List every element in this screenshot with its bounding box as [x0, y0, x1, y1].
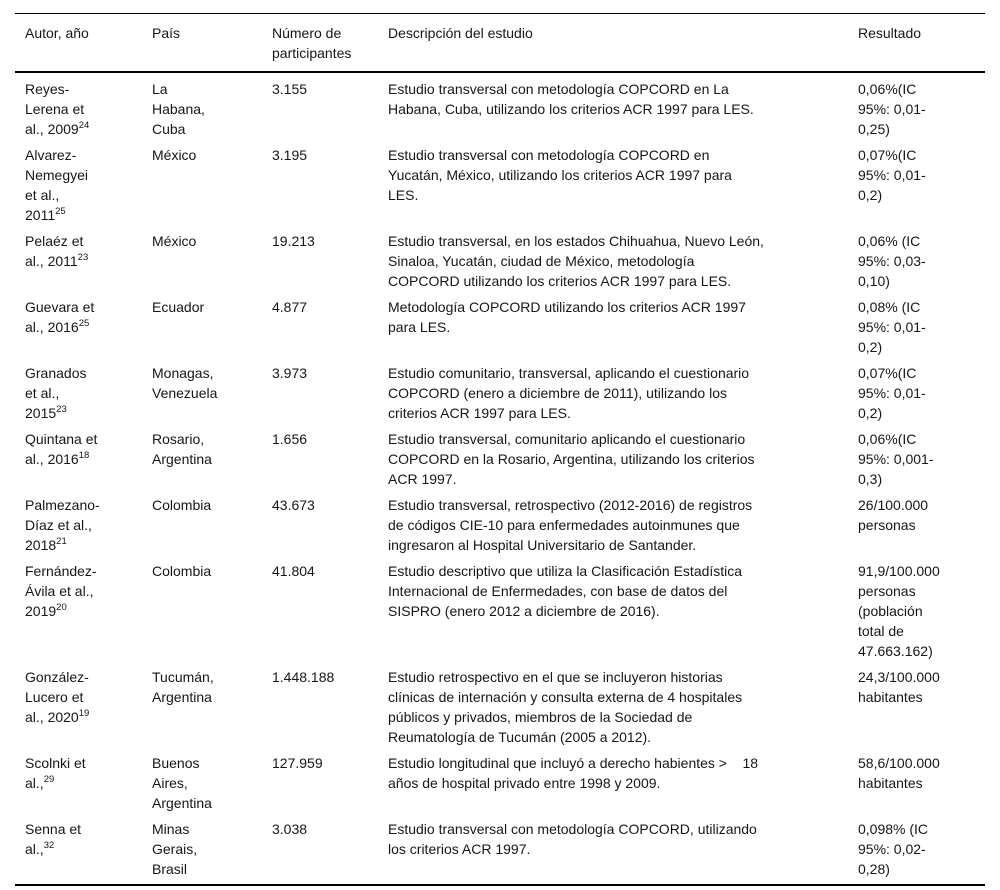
- reference-superscript: 21: [56, 535, 67, 547]
- author-text: Fernández- Ávila et al., 2019: [25, 563, 97, 619]
- table-row: Scolnki et al.,29 Buenos Aires, Argentin…: [15, 747, 985, 813]
- table-row: Senna et al.,32 Minas Gerais, Brasil 3.0…: [15, 813, 985, 885]
- country-cell: Tucumán, Argentina: [152, 669, 214, 705]
- participants-cell: 4.877: [272, 299, 308, 315]
- description-cell: Estudio descriptivo que utiliza la Clasi…: [388, 563, 743, 619]
- studies-table: Autor, año País Número de participantes …: [15, 13, 985, 886]
- author-cell: Quintana et al., 201618: [15, 423, 152, 489]
- column-header-country: País: [152, 13, 272, 73]
- reference-superscript: 29: [43, 773, 55, 785]
- participants-cell: 3.038: [272, 821, 308, 837]
- author-text: Granados et al., 2015: [25, 365, 87, 421]
- author-text: Pelaéz et al., 2011: [25, 233, 84, 269]
- author-cell: Pelaéz et al., 201123: [15, 225, 152, 291]
- table-row: Reyes- Lerena et al., 200924 La Habana, …: [15, 72, 985, 139]
- result-cell: 58,6/100.000 habitantes: [858, 755, 940, 791]
- participants-cell: 127.959: [272, 755, 323, 771]
- author-text: González- Lucero et al., 2020: [25, 669, 89, 725]
- author-text: Reyes- Lerena et al., 2009: [25, 81, 85, 137]
- author-cell: Alvarez- Nemegyei et al., 201125: [15, 139, 152, 225]
- author-cell: Fernández- Ávila et al., 201920: [15, 555, 152, 661]
- description-cell: Estudio transversal, comunitario aplican…: [388, 431, 755, 487]
- table-row: Granados et al., 201523 Monagas, Venezue…: [15, 357, 985, 423]
- studies-table-body: Reyes- Lerena et al., 200924 La Habana, …: [15, 72, 985, 885]
- result-cell: 0,098% (IC 95%: 0,02- 0,28): [858, 821, 929, 877]
- country-cell: Minas Gerais, Brasil: [152, 821, 198, 877]
- reference-superscript: 25: [78, 317, 90, 329]
- reference-superscript: 23: [77, 251, 89, 263]
- author-cell: Guevara et al., 201625: [15, 291, 152, 357]
- country-cell: Monagas, Venezuela: [152, 365, 218, 401]
- result-cell: 0,06% (IC 95%: 0,03- 0,10): [858, 233, 926, 289]
- result-cell: 24,3/100.000 habitantes: [858, 669, 940, 705]
- table-row: Fernández- Ávila et al., 201920 Colombia…: [15, 555, 985, 661]
- result-cell: 0,07%(IC 95%: 0,01- 0,2): [858, 147, 926, 203]
- participants-cell: 3.155: [272, 81, 308, 97]
- country-cell: Rosario, Argentina: [152, 431, 212, 467]
- country-cell: México: [152, 233, 197, 249]
- header-row: Autor, año País Número de participantes …: [15, 13, 985, 73]
- participants-cell: 43.673: [272, 497, 315, 513]
- country-cell: México: [152, 147, 197, 163]
- description-cell: Estudio transversal con metodología COPC…: [388, 147, 732, 203]
- reference-superscript: 20: [56, 601, 67, 613]
- result-cell: 26/100.000 personas: [858, 497, 929, 533]
- result-cell: 0,08% (IC 95%: 0,01- 0,2): [858, 299, 926, 355]
- country-cell: Buenos Aires, Argentina: [152, 755, 212, 811]
- description-cell: Estudio longitudinal que incluyó a derec…: [388, 755, 759, 791]
- reference-superscript: 23: [56, 403, 67, 415]
- country-cell: Colombia: [152, 497, 212, 513]
- author-text: Alvarez- Nemegyei et al., 2011: [25, 147, 89, 223]
- table-header: Autor, año País Número de participantes …: [15, 13, 985, 73]
- result-cell: 0,06%(IC 95%: 0,01- 0,25): [858, 81, 926, 137]
- description-cell: Estudio transversal, en los estados Chih…: [388, 233, 764, 289]
- column-header-author-year: Autor, año: [15, 13, 152, 73]
- reference-superscript: 19: [78, 707, 90, 719]
- table-row: Palmezano- Díaz et al., 201821 Colombia …: [15, 489, 985, 555]
- participants-cell: 3.195: [272, 147, 308, 163]
- table-row: Pelaéz et al., 201123 México 19.213 Estu…: [15, 225, 985, 291]
- country-cell: Ecuador: [152, 299, 205, 315]
- reference-superscript: 24: [78, 119, 90, 131]
- table-row: Alvarez- Nemegyei et al., 201125 México …: [15, 139, 985, 225]
- author-text: Guevara et al., 2016: [25, 299, 95, 335]
- result-cell: 91,9/100.000 personas (población total d…: [858, 563, 940, 659]
- result-cell: 0,06%(IC 95%: 0,001- 0,3): [858, 431, 934, 487]
- reference-superscript: 25: [55, 205, 66, 217]
- description-cell: Metodología COPCORD utilizando los crite…: [388, 299, 746, 335]
- result-cell: 0,07%(IC 95%: 0,01- 0,2): [858, 365, 926, 421]
- column-header-participants: Número de participantes: [272, 13, 388, 73]
- author-cell: Palmezano- Díaz et al., 201821: [15, 489, 152, 555]
- participants-cell: 1.448.188: [272, 669, 335, 685]
- author-cell: Granados et al., 201523: [15, 357, 152, 423]
- description-cell: Estudio retrospectivo en el que se inclu…: [388, 669, 743, 745]
- reference-superscript: 18: [78, 449, 90, 461]
- author-cell: Scolnki et al.,29: [15, 747, 152, 813]
- description-cell: Estudio comunitario, transversal, aplica…: [388, 365, 750, 421]
- table-row: Quintana et al., 201618 Rosario, Argenti…: [15, 423, 985, 489]
- author-text: Scolnki et al.,: [25, 755, 86, 791]
- author-cell: Reyes- Lerena et al., 200924: [15, 72, 152, 139]
- author-cell: González- Lucero et al., 202019: [15, 661, 152, 747]
- description-cell: Estudio transversal, retrospectivo (2012…: [388, 497, 753, 553]
- country-cell: Colombia: [152, 563, 212, 579]
- column-header-description: Descripción del estudio: [388, 13, 858, 73]
- country-cell: La Habana, Cuba: [152, 81, 205, 137]
- author-cell: Senna et al.,32: [15, 813, 152, 885]
- table-row: Guevara et al., 201625 Ecuador 4.877 Met…: [15, 291, 985, 357]
- description-cell: Estudio transversal con metodología COPC…: [388, 81, 754, 117]
- participants-cell: 41.804: [272, 563, 315, 579]
- author-text: Palmezano- Díaz et al., 2018: [25, 497, 100, 553]
- author-text: Quintana et al., 2016: [25, 431, 98, 467]
- participants-cell: 19.213: [272, 233, 315, 249]
- table-row: González- Lucero et al., 202019 Tucumán,…: [15, 661, 985, 747]
- author-text: Senna et al.,: [25, 821, 82, 857]
- description-cell: Estudio transversal con metodología COPC…: [388, 821, 757, 857]
- participants-cell: 3.973: [272, 365, 308, 381]
- participants-cell: 1.656: [272, 431, 308, 447]
- column-header-result: Resultado: [858, 13, 985, 73]
- reference-superscript: 32: [43, 839, 55, 851]
